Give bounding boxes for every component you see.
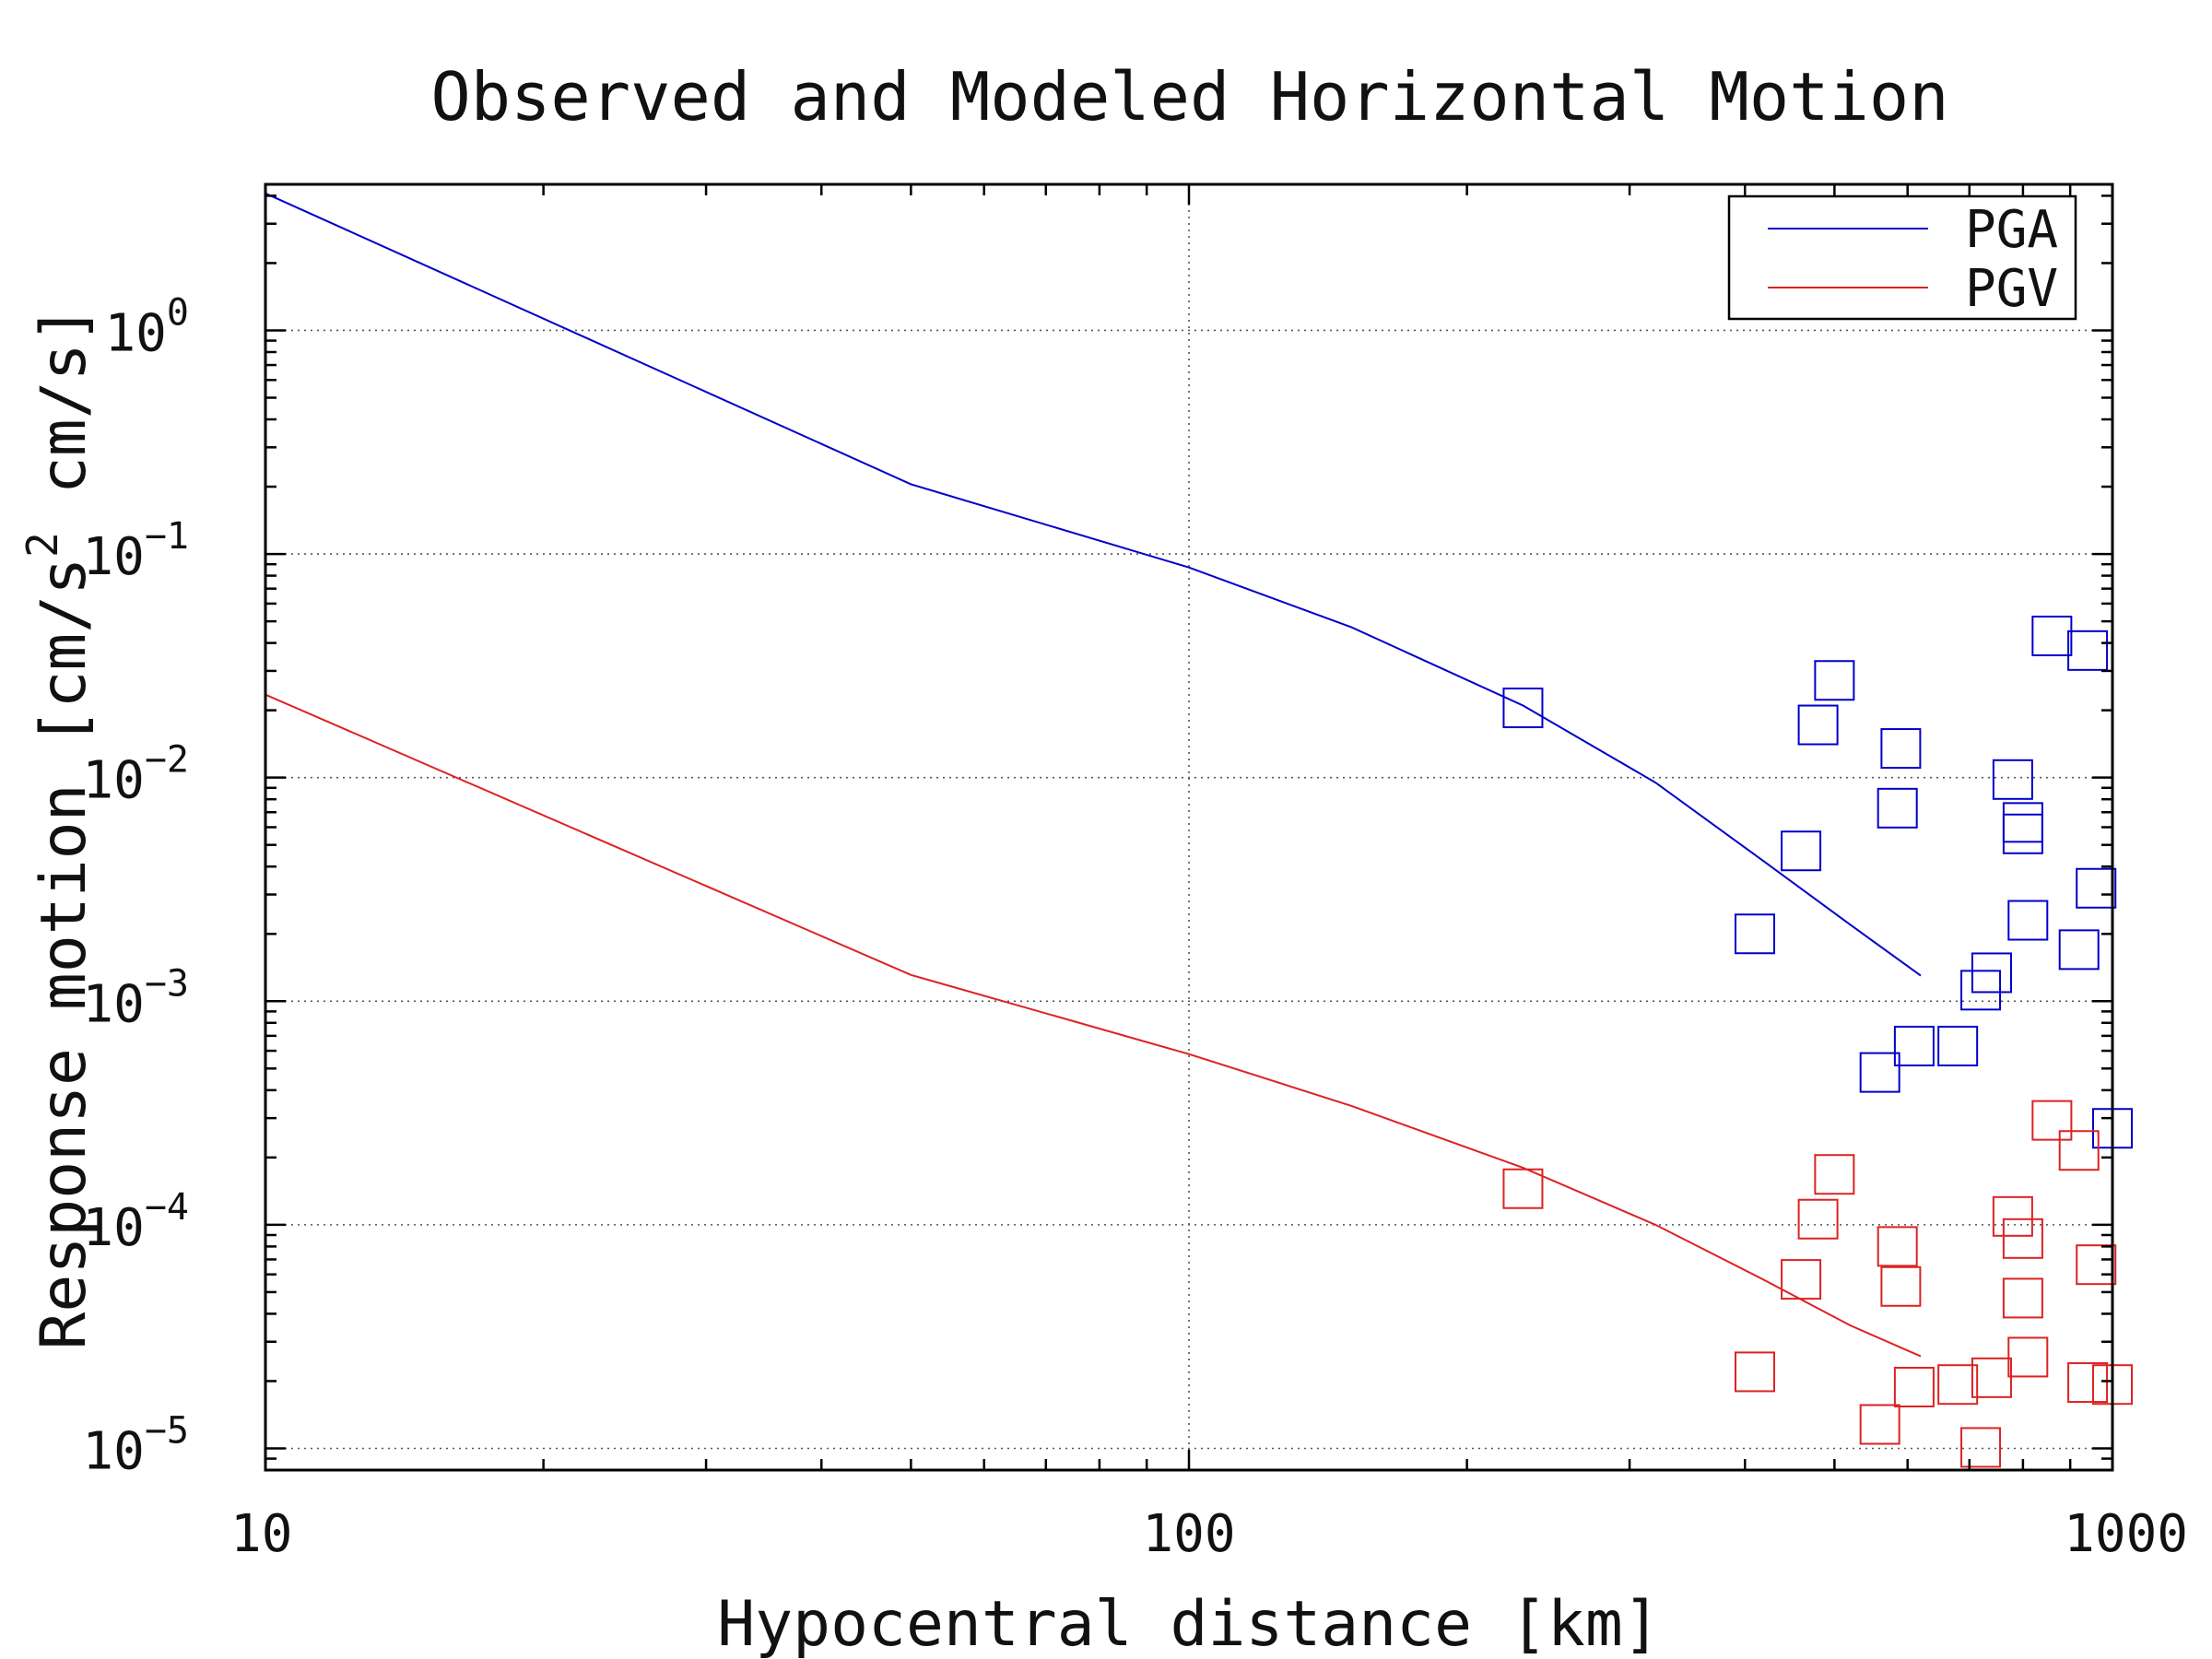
observed-marker-pgv [1797, 1198, 1839, 1240]
observed-marker-pgv [1502, 1168, 1544, 1209]
observed-marker-pgv [2002, 1218, 2043, 1259]
observed-marker-pga [1502, 688, 1544, 729]
y-tick-label: 10−4 [82, 1186, 189, 1258]
observed-marker-pga [1971, 952, 2012, 994]
y-tick-base: 10 [82, 1421, 144, 1481]
x-tick-label: 100 [1142, 1504, 1235, 1564]
model-line-pga [265, 192, 1922, 977]
legend-label-pga: PGA [1965, 200, 2058, 260]
y-tick-base: 10 [104, 303, 166, 363]
observed-marker-pga [1877, 787, 1918, 829]
observed-marker-pga [2067, 629, 2109, 671]
legend: PGA PGV [1727, 194, 2077, 321]
observed-marker-pgv [1781, 1259, 1822, 1300]
y-tick-exponent: −3 [145, 962, 189, 1005]
chart-title: Observed and Modeled Horizontal Motion [430, 58, 1948, 135]
x-axis-label: Hypocentral distance [km] [717, 1588, 1661, 1659]
y-tick-exponent: −1 [145, 515, 189, 558]
model-lines [265, 192, 1922, 1358]
observed-marker-pga [1781, 830, 1822, 872]
observed-marker-pga [1797, 704, 1839, 746]
observed-marker-pgv [1880, 1265, 1922, 1307]
x-tick-label: 10 [230, 1504, 292, 1564]
observed-marker-pgv [1877, 1226, 1918, 1267]
grid [265, 184, 2112, 1470]
observed-marker-pga [2031, 615, 2073, 656]
y-tick-label: 10−3 [82, 962, 189, 1034]
observed-marker-pgv [1937, 1364, 1979, 1406]
observed-marker-pgv [1893, 1366, 1935, 1407]
y-tick-base: 10 [82, 751, 144, 811]
y-tick-exponent: −5 [145, 1409, 189, 1452]
y-axis-label: Response motion [cm/s2 cm/s] [18, 305, 100, 1349]
observed-marker-pga [1735, 913, 1776, 955]
y-tick-label: 10−2 [82, 739, 189, 811]
y-axis-label-main: Response motion [cm/s [28, 558, 100, 1350]
x-tick-label: 1000 [2064, 1504, 2188, 1564]
axis-ticks [264, 184, 2112, 1472]
y-axis-label-end: cm/s] [28, 305, 100, 532]
y-tick-label: 10−5 [82, 1409, 189, 1481]
y-tick-exponent: −4 [145, 1186, 189, 1229]
y-tick-label: 100 [104, 291, 189, 363]
observed-marker-pga [1880, 728, 1922, 770]
observed-marker-pga [2007, 900, 2049, 941]
observed-marker-pgv [1859, 1404, 1900, 1445]
observed-marker-pgv [2076, 1244, 2117, 1286]
observed-marker-pgv [1735, 1351, 1776, 1393]
y-tick-label: 10−1 [82, 515, 189, 587]
legend-box [1727, 194, 2077, 321]
observed-marker-pgv [2058, 1130, 2100, 1171]
observed-marker-pga [1814, 660, 1855, 701]
observed-marker-pgv [1960, 1427, 2002, 1468]
observed-marker-pga [1859, 1052, 1900, 1093]
observed-marker-pga [2076, 867, 2117, 909]
x-tick-labels: 10 100 1000 [230, 1504, 2188, 1564]
observed-marker-pgv [1971, 1357, 2012, 1398]
observed-marker-pga [2058, 929, 2100, 971]
observed-marker-pgv [2067, 1362, 2109, 1404]
model-line-pgv [265, 693, 1922, 1358]
observed-marker-pga [2002, 813, 2043, 854]
y-tick-base: 10 [82, 527, 144, 587]
observed-marker-pgv [2002, 1277, 2043, 1319]
observed-marker-pga [1960, 970, 2002, 1011]
legend-label-pgv: PGV [1965, 259, 2058, 319]
observed-marker-pga [1937, 1025, 1979, 1066]
observed-marker-pgv [2031, 1100, 2073, 1141]
y-tick-exponent: −2 [145, 739, 189, 782]
observed-marker-pga [1893, 1025, 1935, 1066]
y-tick-base: 10 [82, 974, 144, 1034]
y-tick-base: 10 [82, 1198, 144, 1258]
observed-marker-pgv [1814, 1154, 1855, 1195]
y-tick-exponent: 0 [167, 291, 189, 334]
observed-marker-pgv [2007, 1336, 2049, 1378]
observed-marker-pgv [1992, 1195, 2033, 1237]
observed-marker-pga [1992, 759, 2033, 800]
y-axis-label-sup: 2 [18, 532, 67, 558]
observed-markers [1502, 615, 2133, 1468]
